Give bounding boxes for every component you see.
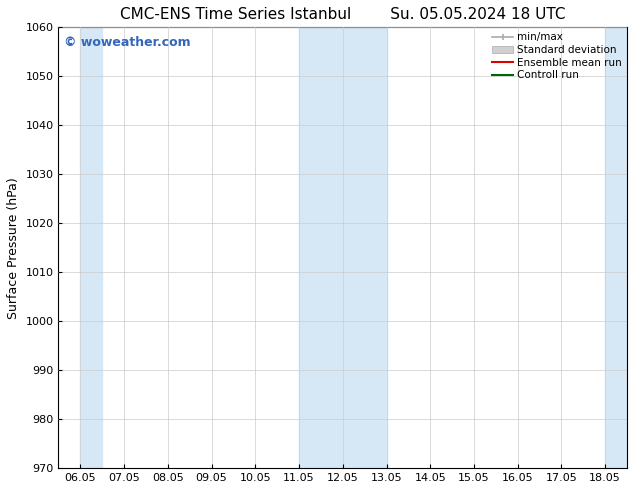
Text: © woweather.com: © woweather.com — [64, 36, 191, 49]
Legend: min/max, Standard deviation, Ensemble mean run, Controll run: min/max, Standard deviation, Ensemble me… — [490, 30, 624, 82]
Bar — [299, 27, 387, 468]
Y-axis label: Surface Pressure (hPa): Surface Pressure (hPa) — [7, 177, 20, 318]
Bar — [81, 27, 102, 468]
Title: CMC-ENS Time Series Istanbul        Su. 05.05.2024 18 UTC: CMC-ENS Time Series Istanbul Su. 05.05.2… — [120, 7, 566, 22]
Bar — [605, 27, 627, 468]
